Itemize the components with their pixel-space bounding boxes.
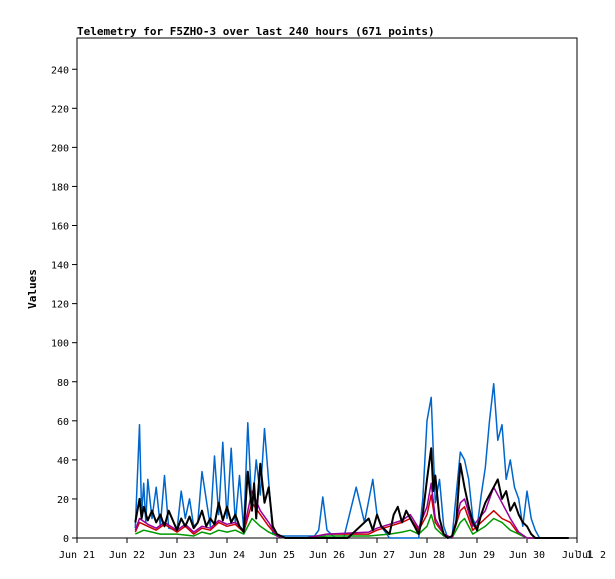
x-axis-ticks: Jun 21 Jun 22 Jun 23 Jun 24 Jun 25 Jun 26 Jun … (59, 538, 606, 561)
x-tick-label: Jun 28 (409, 550, 445, 561)
y-tick-label: 140 (51, 261, 69, 272)
x-tick-label: Jun 30 (509, 550, 545, 561)
x-tick-label: Jun 23 (159, 550, 195, 561)
chart-title: Telemetry for F5ZHO-3 over last 240 hour… (77, 25, 435, 38)
x-tick-label: Jun 24 (209, 550, 245, 561)
y-tick-label: 40 (57, 456, 69, 467)
y-tick-label: 240 (51, 65, 69, 76)
series-line-5 (134, 447, 569, 539)
plot-area (76, 37, 578, 539)
y-tick-label: 220 (51, 104, 69, 115)
y-tick-label: 80 (57, 378, 69, 389)
x-tick-label: Jun 22 (109, 550, 145, 561)
x-tick-label: Jul 1 (562, 550, 592, 561)
series-line-3 (134, 513, 569, 539)
x-tick-label: Jun 21 (59, 550, 95, 561)
series-line-2 (134, 494, 569, 539)
y-tick-label: 180 (51, 182, 69, 193)
y-tick-label: 160 (51, 222, 69, 233)
x-tick-label: Jun 26 (309, 550, 345, 561)
x-tick-label: Jun 29 (459, 550, 495, 561)
y-axis-ticks: 0 20 40 60 80 100 120 140 160 180 200 220 240 (51, 65, 77, 545)
series-line-4 (134, 482, 569, 539)
x-tick-label: Jul 2 (576, 550, 606, 561)
series-layer (134, 382, 569, 539)
x-tick-label: Jun 27 (359, 550, 395, 561)
y-tick-label: 60 (57, 417, 69, 428)
y-tick-label: 100 (51, 339, 69, 350)
y-axis-label: Values (26, 269, 39, 309)
y-tick-label: 120 (51, 300, 69, 311)
y-tick-label: 0 (63, 534, 69, 545)
x-tick-label: Jun 25 (259, 550, 295, 561)
y-tick-label: 200 (51, 143, 69, 154)
y-tick-label: 20 (57, 495, 69, 506)
